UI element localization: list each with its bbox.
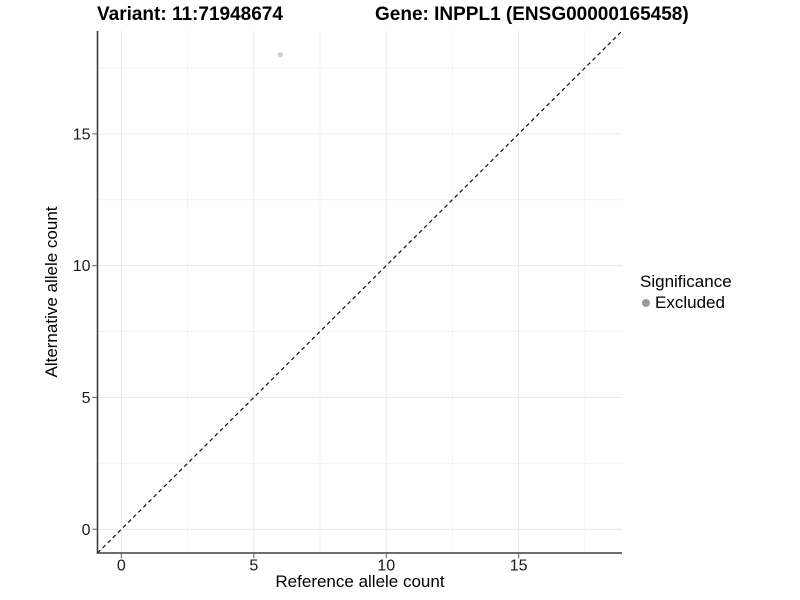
legend-item-label: Excluded — [655, 293, 725, 312]
legend-title: Significance — [640, 272, 732, 291]
y-tick-label: 5 — [82, 390, 91, 407]
plot-title-variant: Variant: 11:71948674 — [97, 4, 283, 25]
x-tick-label: 15 — [510, 558, 528, 575]
y-tick-label: 15 — [73, 126, 91, 143]
identity-reference-line — [97, 30, 623, 554]
x-tick-label: 10 — [377, 558, 395, 575]
y-tick-label: 10 — [73, 258, 91, 275]
x-axis-title: Reference allele count — [275, 572, 445, 591]
y-tick-label: 0 — [82, 522, 91, 539]
legend-item-excluded: Excluded — [637, 292, 800, 313]
plot-title-gene: Gene: INPPL1 (ENSG00000165458) — [375, 4, 689, 25]
legend-point-icon — [641, 298, 650, 307]
y-axis-title: Alternative allele count — [42, 206, 61, 378]
legend: Significance Excluded — [637, 271, 800, 313]
x-tick-label: 5 — [249, 558, 258, 575]
x-tick-label: 0 — [117, 558, 126, 575]
legend-key — [637, 294, 654, 311]
data-point[interactable] — [277, 52, 283, 58]
